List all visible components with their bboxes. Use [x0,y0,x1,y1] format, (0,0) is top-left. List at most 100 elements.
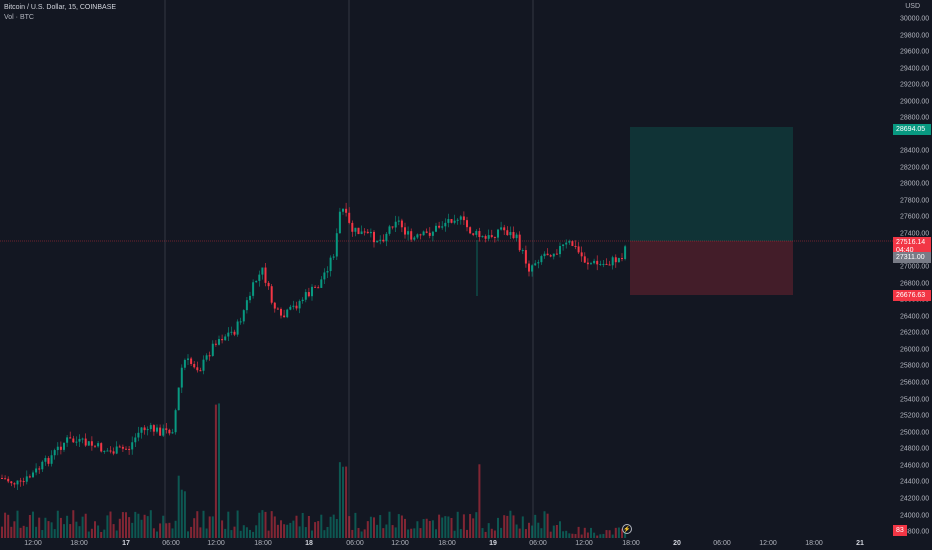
volume-bar [528,522,530,538]
volume-bar [537,522,540,538]
candle-body [1,478,3,479]
volume-bar [320,514,323,538]
candle-body [205,355,208,360]
volume-bar [565,530,568,538]
volume-bar [32,511,34,538]
time-tick: 06:00 [346,540,364,547]
volume-bar [385,524,388,538]
candle-body [521,250,524,252]
volume-bar [183,491,186,538]
volume-bar [345,466,348,538]
price-tick: 27400.00 [900,230,930,238]
candle-body [50,455,53,464]
candle-body [69,437,72,439]
volume-bar [252,531,255,538]
candle-body [286,309,289,318]
volume-bar [171,528,174,538]
candle-body [379,239,382,241]
volume-bar [47,521,50,538]
candle-body [574,245,577,247]
price-tick: 27600.00 [900,213,930,221]
candle-body [264,267,267,283]
volume-bar [227,511,230,538]
candle-body [211,343,214,356]
volume-bar [180,489,183,538]
price-tick: 28400.00 [900,147,930,155]
volume-bar [38,517,41,538]
volume-bar [366,521,369,538]
volume-bar [56,510,59,538]
price-axis[interactable]: 30000.00 29800.00 29600.00 29400.00 2920… [893,0,932,550]
candle-body [608,264,611,266]
candle-body [314,286,317,288]
candle-body [617,258,620,263]
price-tick: 28200.00 [900,164,930,172]
volume-bar [75,521,78,538]
time-tick: 19 [489,540,497,547]
long-position-stop-zone[interactable] [630,241,793,295]
price-tick: 29400.00 [900,65,930,73]
price-tick: 24200.00 [900,495,930,503]
time-tick: 12:00 [24,540,42,547]
symbol-title[interactable]: Bitcoin / U.S. Dollar, 15, COINBASE [4,4,117,11]
candle-body [497,229,499,238]
candle-body [190,358,193,364]
volume-bar [590,527,592,538]
volume-bar [177,475,180,538]
candle-body [342,208,344,212]
time-tick: 18:00 [70,540,88,547]
candle-body [487,235,490,239]
candle-body [35,468,38,473]
volume-bar [425,518,428,538]
volume-bar [208,516,211,538]
price-tick: 28800.00 [900,114,930,122]
volume-bar [87,531,90,538]
currency-label[interactable]: USD [905,3,920,10]
volume-bar [512,515,515,538]
price-tick: 29000.00 [900,98,930,106]
volume-bar [444,516,447,538]
volume-bar [270,511,273,538]
volume-bar [81,516,84,538]
long-position-target-zone[interactable] [630,127,793,241]
volume-bar [373,517,375,538]
volume-bar [298,526,301,538]
volume-bar [63,524,65,538]
volume-indicator-label[interactable]: Vol · BTC [4,14,34,21]
candle-body [546,253,549,256]
candle-body [63,442,65,450]
candle-body [28,476,31,478]
candle-body [500,227,503,230]
volume-bar [549,531,552,538]
candle-body [13,483,16,485]
volume-bar [311,530,313,538]
candle-body [59,446,62,450]
volume-bar [233,526,236,538]
candle-body [512,232,515,239]
time-tick: 12:00 [391,540,409,547]
candle-body [261,267,264,275]
candle-body [329,257,332,272]
time-tick: 12:00 [207,540,225,547]
candle-body [552,253,555,257]
candle-body [131,442,134,450]
candle-body [159,427,162,436]
candle-body [38,468,41,470]
volume-bar [583,527,586,538]
volume-bar [497,517,499,538]
volume-bar [140,519,143,538]
volume-bar [608,530,611,538]
volume-bar [419,528,422,538]
auto-scale-button[interactable]: ⚡ [622,524,632,534]
candle-body [469,227,472,234]
time-tick: 06:00 [162,540,180,547]
candle-body [506,230,509,236]
candle-body [78,438,81,442]
volume-bar [193,518,196,538]
candle-body [276,308,279,310]
volume-bar [159,523,162,538]
volume-bar [84,513,87,538]
candle-body [66,437,69,443]
price-tick: 27800.00 [900,197,930,205]
